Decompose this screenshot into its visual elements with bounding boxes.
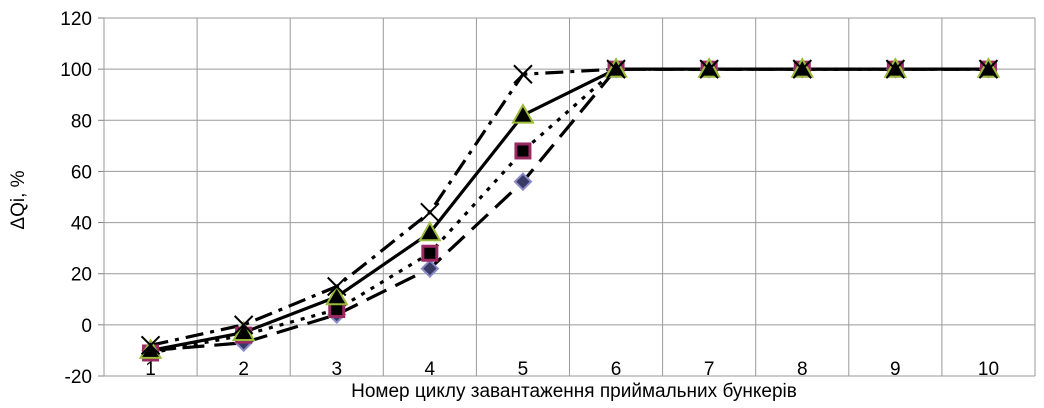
cross-marker <box>606 59 626 79</box>
diamond-marker <box>420 259 440 279</box>
triangle-marker <box>325 284 349 306</box>
y-tick-label: 40 <box>71 214 92 235</box>
cross-marker <box>792 59 812 79</box>
x-axis-title: Номер циклу завантаження приймальних бун… <box>351 381 797 402</box>
x-tick-label: 5 <box>518 359 529 380</box>
y-tick-label: 100 <box>60 60 92 81</box>
series-lines <box>150 67 989 355</box>
square-marker <box>514 142 532 160</box>
triangle-marker <box>231 320 256 342</box>
cross-marker <box>978 59 999 79</box>
x-tick-label: 3 <box>331 359 342 380</box>
cross-marker <box>513 64 533 84</box>
y-tick-label: 20 <box>71 265 92 286</box>
square-marker <box>421 244 439 262</box>
x-tick-label: 9 <box>890 359 901 380</box>
cross-marker <box>885 59 906 79</box>
x-tick-label: 8 <box>797 359 808 380</box>
cross-marker <box>327 276 347 297</box>
cross-marker <box>140 335 161 356</box>
y-tick-label: 0 <box>81 316 92 337</box>
y-axis-title: ΔQi, % <box>8 170 29 229</box>
triangle-marker <box>418 220 442 242</box>
y-tick-label: 60 <box>71 162 92 183</box>
x-tick-label: 1 <box>145 359 156 380</box>
x-tick-label: 4 <box>425 359 436 380</box>
tick-labels: -20 0 20 40 60 80 100 120 1 2 3 4 5 6 7 8 9 10 <box>60 9 999 388</box>
series-markers <box>138 57 1001 362</box>
y-tick-label: 80 <box>71 111 92 132</box>
x-tick-label: 10 <box>978 359 999 380</box>
cross-marker <box>420 202 440 223</box>
y-tick-label: -20 <box>65 367 92 388</box>
cross-marker <box>233 315 254 335</box>
x-tick-label: 2 <box>238 359 249 380</box>
series-line <box>150 67 989 347</box>
x-tick-label: 6 <box>611 359 622 380</box>
x-tick-label: 7 <box>704 359 715 380</box>
y-tick-label: 120 <box>60 9 92 30</box>
cross-marker <box>699 59 719 79</box>
diamond-marker <box>513 172 533 192</box>
triangle-marker <box>511 103 535 124</box>
